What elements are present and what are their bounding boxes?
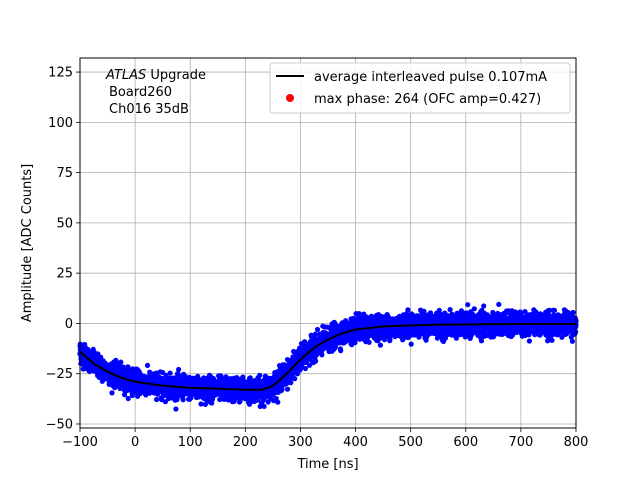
sample-point: [453, 335, 459, 341]
sample-point: [144, 362, 151, 368]
sample-point: [237, 398, 243, 404]
sample-point: [180, 397, 186, 403]
sample-point: [125, 395, 131, 402]
sample-point: [522, 309, 528, 315]
sample-point: [118, 359, 124, 365]
sample-point: [122, 392, 128, 398]
sample-point: [313, 358, 319, 364]
sample-points: [77, 301, 579, 412]
sample-point: [231, 397, 237, 404]
sample-point: [284, 386, 291, 392]
sample-point: [198, 401, 204, 407]
sample-point: [377, 342, 383, 348]
sample-point: [442, 335, 448, 341]
sample-point: [292, 376, 298, 382]
sample-point: [275, 399, 281, 405]
sample-point: [408, 341, 414, 347]
sample-point: [436, 307, 442, 313]
sample-point: [478, 338, 485, 344]
sample-point: [173, 406, 179, 412]
sample-point: [481, 303, 487, 309]
sample-point: [167, 370, 173, 376]
sample-point: [319, 352, 325, 358]
sample-point: [217, 396, 223, 403]
sample-point: [294, 371, 300, 377]
sample-point: [154, 396, 160, 403]
sample-point: [202, 401, 208, 407]
sample-point: [175, 371, 181, 378]
sample-point: [491, 331, 497, 337]
sample-point: [366, 339, 372, 345]
sample-point: [496, 301, 502, 307]
sample-point: [484, 332, 490, 338]
sample-point: [109, 390, 115, 396]
sample-point: [176, 366, 182, 373]
sample-point: [526, 338, 533, 344]
sample-point: [257, 372, 263, 378]
sample-point: [447, 307, 453, 313]
sample-point: [247, 375, 253, 381]
sample-point: [188, 395, 194, 401]
sample-point: [302, 365, 308, 372]
sample-point: [312, 331, 318, 337]
sample-point: [314, 326, 321, 333]
sample-point: [125, 364, 131, 370]
sample-point: [465, 302, 471, 308]
sample-point: [279, 386, 285, 393]
sample-point: [533, 309, 539, 315]
sample-point: [338, 348, 344, 354]
sample-point: [471, 306, 477, 312]
sample-point: [261, 403, 267, 409]
sample-point: [288, 380, 294, 386]
sample-point: [405, 307, 411, 313]
sample-point: [421, 308, 427, 314]
sample-point: [255, 397, 261, 403]
